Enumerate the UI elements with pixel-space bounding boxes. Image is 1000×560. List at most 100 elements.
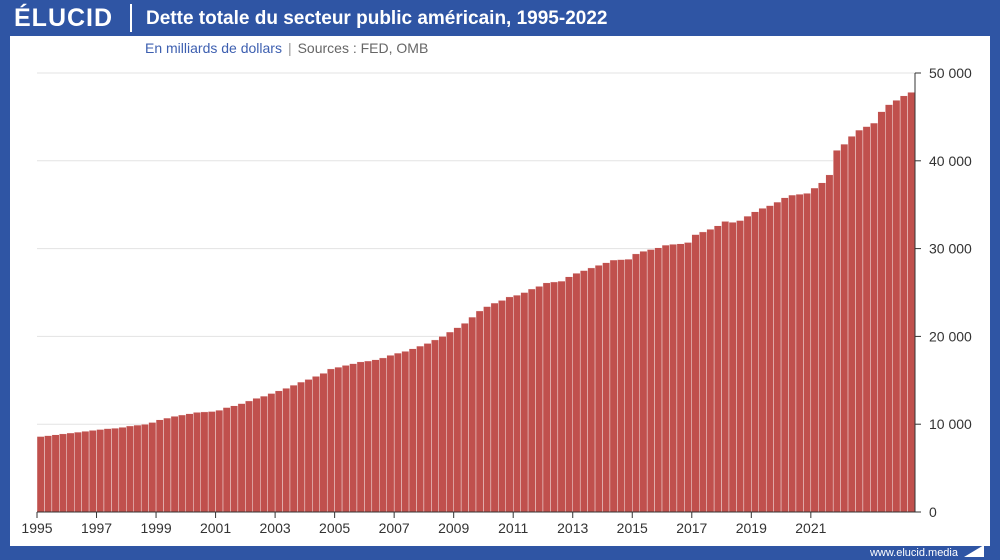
bar bbox=[118, 427, 127, 513]
bar bbox=[423, 343, 432, 513]
bar bbox=[639, 251, 648, 513]
y-tick-label: 10 000 bbox=[929, 416, 972, 432]
bar bbox=[349, 363, 358, 513]
bar bbox=[44, 435, 53, 513]
bar bbox=[393, 352, 402, 513]
bar bbox=[96, 429, 105, 513]
bar bbox=[684, 242, 692, 513]
bar bbox=[803, 193, 812, 513]
bar bbox=[178, 414, 187, 513]
y-tick-label: 40 000 bbox=[929, 153, 972, 169]
bar bbox=[274, 390, 283, 513]
x-tick-label: 2015 bbox=[617, 520, 648, 536]
bar bbox=[832, 150, 841, 513]
bar bbox=[847, 136, 856, 513]
bar bbox=[579, 270, 588, 513]
bar bbox=[899, 95, 908, 513]
bar bbox=[490, 302, 499, 513]
bar bbox=[587, 267, 596, 513]
bar bbox=[810, 187, 819, 513]
y-tick-label: 30 000 bbox=[929, 241, 972, 257]
bar bbox=[446, 331, 454, 513]
elucid-logo[interactable]: ÉLUCID bbox=[14, 4, 114, 32]
chart-title: Dette totale du secteur public américain… bbox=[146, 8, 608, 29]
bar bbox=[594, 265, 603, 513]
bar bbox=[513, 294, 521, 513]
bar bbox=[840, 143, 849, 513]
bar bbox=[408, 348, 417, 513]
bar bbox=[535, 286, 544, 513]
bar bbox=[877, 111, 886, 513]
bar bbox=[88, 430, 97, 513]
bar bbox=[126, 425, 134, 513]
x-tick-label: 2007 bbox=[379, 520, 410, 536]
bar bbox=[825, 174, 834, 513]
unit-label: En milliards de dollars bbox=[145, 40, 282, 56]
bar bbox=[185, 413, 194, 513]
x-tick-label: 2017 bbox=[676, 520, 707, 536]
bar bbox=[646, 249, 655, 513]
bar bbox=[483, 306, 492, 513]
bar bbox=[736, 220, 745, 513]
bar bbox=[870, 122, 878, 513]
bar bbox=[74, 431, 82, 513]
x-tick-label: 2011 bbox=[498, 520, 528, 536]
bar bbox=[780, 197, 789, 513]
bar bbox=[520, 292, 529, 513]
bar bbox=[765, 205, 774, 513]
bar bbox=[140, 424, 149, 513]
bar bbox=[111, 427, 120, 513]
bar bbox=[795, 193, 804, 513]
footer-url[interactable]: www.elucid.media bbox=[869, 547, 958, 559]
bar bbox=[721, 221, 730, 513]
bar bbox=[222, 407, 231, 513]
bar bbox=[148, 422, 157, 513]
bar bbox=[66, 432, 75, 513]
bar bbox=[565, 276, 573, 513]
y-tick-label: 0 bbox=[929, 504, 937, 520]
bar bbox=[356, 361, 365, 513]
bar bbox=[699, 231, 707, 513]
bar bbox=[907, 92, 916, 513]
bar bbox=[617, 259, 626, 513]
bar bbox=[542, 282, 551, 513]
bar bbox=[885, 104, 893, 513]
bar bbox=[170, 416, 179, 513]
header-bar: ÉLUCID Dette totale du secteur public am… bbox=[0, 0, 1000, 36]
bar bbox=[319, 373, 328, 513]
bar bbox=[334, 366, 343, 513]
bar bbox=[163, 417, 172, 513]
bar bbox=[691, 234, 700, 513]
bar bbox=[498, 300, 506, 513]
axes: 0 10 000 20 000 30 000 40 000 50 000 1995 1997 1… bbox=[21, 65, 972, 536]
bar bbox=[632, 253, 640, 513]
bar bbox=[624, 258, 633, 513]
bar bbox=[289, 384, 298, 513]
x-tick-label: 2009 bbox=[438, 520, 469, 536]
header-separator bbox=[130, 4, 132, 32]
bar bbox=[602, 262, 611, 513]
bar bbox=[788, 194, 797, 513]
bar bbox=[460, 323, 469, 513]
bar bbox=[550, 281, 559, 513]
bar bbox=[81, 431, 90, 513]
x-tick-label: 1999 bbox=[140, 520, 171, 536]
bar bbox=[379, 357, 387, 513]
bar bbox=[892, 100, 901, 513]
bar bbox=[438, 336, 447, 513]
bar bbox=[669, 244, 678, 513]
bar bbox=[557, 280, 566, 513]
subtitle-separator: | bbox=[287, 40, 292, 56]
bar bbox=[453, 327, 462, 513]
bar bbox=[773, 201, 782, 513]
bar bbox=[304, 379, 313, 513]
bar bbox=[297, 381, 306, 513]
bar bbox=[713, 225, 722, 513]
bar bbox=[133, 424, 142, 513]
bar bbox=[728, 222, 737, 513]
bar bbox=[706, 229, 715, 513]
bar bbox=[468, 316, 477, 513]
elucid-mark-icon bbox=[964, 545, 984, 557]
bar bbox=[818, 182, 826, 513]
